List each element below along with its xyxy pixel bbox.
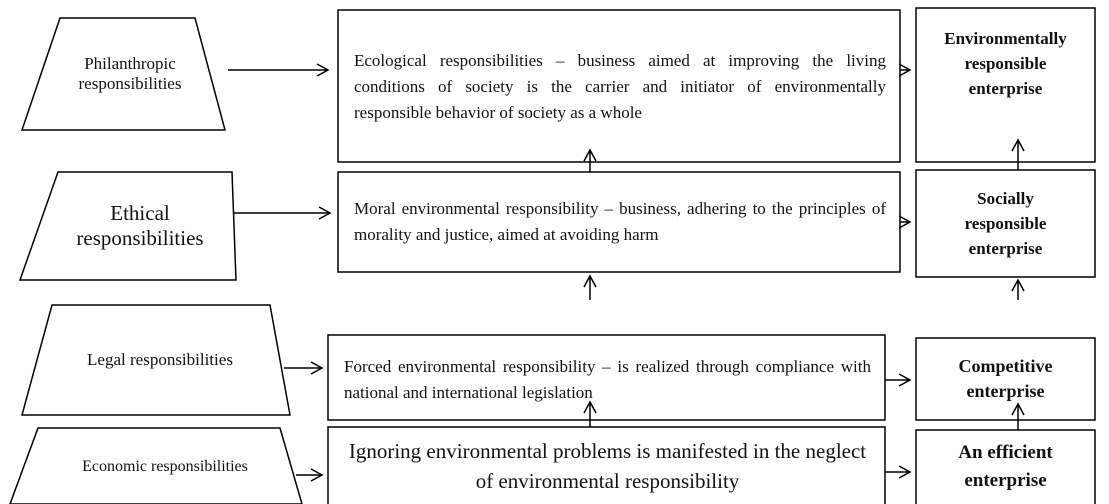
trapezoid [18,171,237,281]
trapezoid [20,17,226,131]
right-label: An efficient enterprise [958,442,1053,491]
middle-text: Moral environmental responsibility – bus… [354,199,886,244]
middle-text: Forced environmental responsibility – is… [344,357,871,402]
box [327,426,886,504]
left-label: Economic responsibilities [82,458,248,475]
left-label: Legal responsibilities [87,350,233,369]
box [327,334,886,421]
middle-text: Ignoring environmental problems is manif… [348,438,867,493]
box [915,337,1096,421]
right-label: Socially responsible enterprise [964,189,1047,258]
middle-text: Ecological responsibilities – business a… [354,51,886,122]
box [915,7,1096,163]
right-label: Competitive enterprise [958,356,1053,401]
trapezoid [21,304,291,416]
box [915,429,1096,504]
left-label: Ethical responsibilities [76,201,204,250]
left-label: Philanthropic responsibilities [78,54,182,93]
trapezoid [9,427,303,504]
right-label: Environmentally responsible enterprise [944,28,1067,98]
box [337,9,901,163]
box [915,169,1096,278]
